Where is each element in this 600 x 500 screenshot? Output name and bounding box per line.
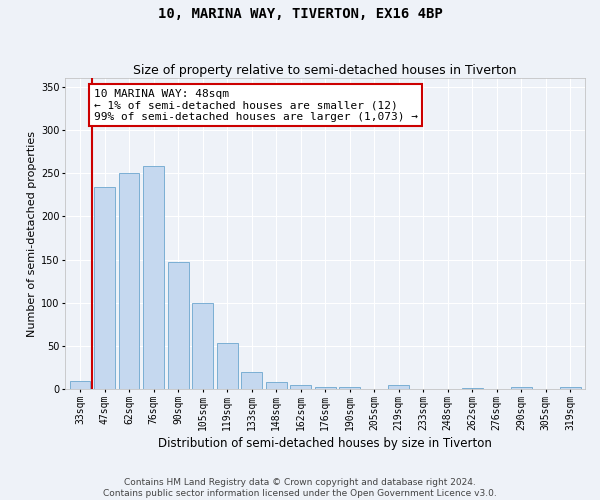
Title: Size of property relative to semi-detached houses in Tiverton: Size of property relative to semi-detach… <box>133 64 517 77</box>
Bar <box>70 382 91 389</box>
Bar <box>560 386 581 389</box>
Bar <box>339 386 360 389</box>
Bar <box>192 303 213 389</box>
Bar <box>241 372 262 389</box>
X-axis label: Distribution of semi-detached houses by size in Tiverton: Distribution of semi-detached houses by … <box>158 437 492 450</box>
Bar <box>217 344 238 389</box>
Bar <box>462 388 482 389</box>
Bar <box>511 386 532 389</box>
Bar <box>315 386 335 389</box>
Bar <box>388 385 409 389</box>
Bar <box>290 385 311 389</box>
Bar <box>266 382 287 389</box>
Text: Contains HM Land Registry data © Crown copyright and database right 2024.
Contai: Contains HM Land Registry data © Crown c… <box>103 478 497 498</box>
Bar <box>119 173 139 389</box>
Bar <box>167 262 188 389</box>
Text: 10, MARINA WAY, TIVERTON, EX16 4BP: 10, MARINA WAY, TIVERTON, EX16 4BP <box>158 8 442 22</box>
Text: 10 MARINA WAY: 48sqm
← 1% of semi-detached houses are smaller (12)
99% of semi-d: 10 MARINA WAY: 48sqm ← 1% of semi-detach… <box>94 88 418 122</box>
Bar <box>94 187 115 389</box>
Bar <box>143 166 164 389</box>
Y-axis label: Number of semi-detached properties: Number of semi-detached properties <box>27 130 37 336</box>
